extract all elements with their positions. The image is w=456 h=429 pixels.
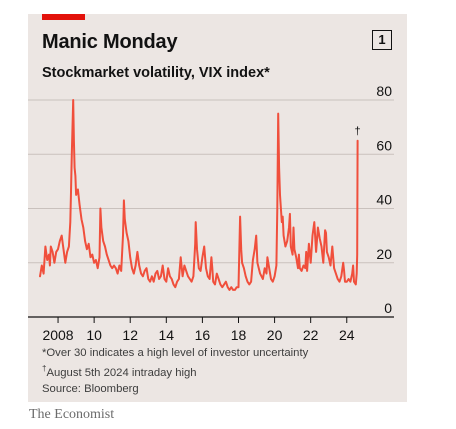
note-intraday-high: †August 5th 2024 intraday high [42,361,308,381]
x-tick-label: 18 [231,327,247,342]
y-tick-label: 60 [376,137,392,153]
chart-title: Manic Monday [42,31,178,53]
x-tick-label: 24 [339,327,355,342]
chart-card: Manic Monday 1 Stockmarket volatility, V… [28,14,407,402]
note-intraday-text: August 5th 2024 intraday high [46,366,197,379]
x-tick-label: 10 [86,327,102,342]
y-tick-label: 80 [376,84,392,99]
x-tick-label: 22 [303,327,319,342]
chart-notes: *Over 30 indicates a high level of inves… [42,345,308,397]
vix-series-line [39,99,359,291]
y-tick-label: 0 [384,300,392,316]
dagger-mark: † [42,364,47,373]
vix-line-chart: 0 20 40 60 80 2008 10 12 14 16 18 20 22 24 † [28,84,394,342]
brand-red-tag [42,14,85,20]
x-tick-label: 12 [122,327,138,342]
chart-subtitle: Stockmarket volatility, VIX index* [42,65,270,81]
x-tick-label: 16 [195,327,211,342]
y-tick-label: 40 [376,192,392,208]
dagger-annotation: † [355,126,361,138]
source-note: Source: Bloomberg [42,382,139,395]
publisher-credit: The Economist [29,407,115,422]
x-tick-label: 2008 [42,327,73,342]
figure-number-badge: 1 [372,30,392,50]
x-tick-label: 14 [159,327,175,342]
y-tick-label: 20 [376,246,392,262]
x-tick-label: 20 [267,327,283,342]
note-over-30: *Over 30 indicates a high level of inves… [42,347,309,359]
